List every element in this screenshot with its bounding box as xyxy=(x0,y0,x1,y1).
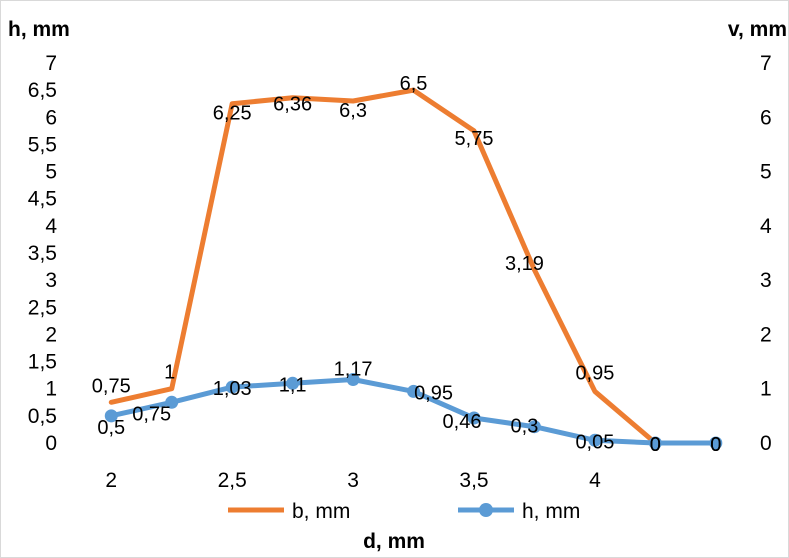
series-h-mm-point xyxy=(165,395,179,409)
right-tick-label: 2 xyxy=(760,323,772,346)
left-tick-label: 2,5 xyxy=(28,296,57,319)
right-tick-label: 6 xyxy=(760,106,772,129)
legend-marker-h-mm xyxy=(479,503,493,517)
series-h-mm xyxy=(104,372,723,450)
data-label-b-mm: 6,3 xyxy=(339,100,367,122)
data-label-h-mm: 0,5 xyxy=(97,417,125,439)
right-axis-ticks: 0 1 2 3 4 5 6 7 xyxy=(760,52,772,455)
left-tick-label: 5 xyxy=(45,161,57,184)
left-tick-label: 0 xyxy=(45,432,57,455)
series-b-mm-line xyxy=(108,87,719,446)
data-label-b-mm: 0 xyxy=(710,434,721,456)
left-tick-label: 4,5 xyxy=(28,188,57,211)
data-label-h-mm: 0 xyxy=(650,434,661,456)
series-h-mm-point xyxy=(709,436,723,450)
left-tick-label: 7 xyxy=(45,52,57,75)
series-h-mm-point xyxy=(588,433,602,447)
series-h-mm-point xyxy=(104,409,118,423)
data-label-h-mm: 0,46 xyxy=(443,411,482,433)
left-tick-label: 4 xyxy=(45,215,57,238)
x-tick-label: 2 xyxy=(105,469,117,492)
left-tick-label: 6,5 xyxy=(28,79,57,102)
left-tick-label: 1 xyxy=(45,378,57,401)
series-h-mm-point xyxy=(527,420,541,434)
left-axis-ticks: 0 0,5 1 1,5 2 2,5 3 3,5 4 4,5 5 5,5 6 6,5 7 xyxy=(28,52,58,455)
x-axis-ticks: 2 2,5 3 3,5 4 xyxy=(105,469,601,492)
data-label-h-mm: 0,05 xyxy=(575,431,614,453)
legend-label-b-mm: b, mm xyxy=(292,500,350,523)
data-labels-b-mm: 0,75 1 6,25 6,36 6,3 6,5 5,75 3,19 0,95 0 0 xyxy=(92,73,722,456)
left-tick-label: 0,5 xyxy=(28,405,57,428)
legend: b, mm h, mm xyxy=(228,500,580,523)
right-tick-label: 3 xyxy=(760,269,772,292)
series-h-mm-point xyxy=(407,384,421,398)
data-label-h-mm: 0 xyxy=(710,434,721,456)
left-tick-label: 2 xyxy=(45,323,57,346)
data-label-h-mm: 0,95 xyxy=(414,382,453,404)
right-tick-label: 1 xyxy=(760,378,772,401)
right-tick-label: 4 xyxy=(760,215,772,238)
series-h-mm-point xyxy=(467,411,481,425)
data-label-b-mm: 6,25 xyxy=(213,103,252,125)
series-h-mm-point xyxy=(225,380,239,394)
data-label-h-mm: 1,1 xyxy=(279,374,307,396)
data-label-h-mm: 1,03 xyxy=(213,378,252,400)
data-label-b-mm: 0,75 xyxy=(92,375,131,397)
right-axis-title: v, mm xyxy=(728,18,787,41)
data-label-b-mm: 0 xyxy=(650,434,661,456)
series-h-mm-point xyxy=(648,436,662,450)
left-tick-label: 5,5 xyxy=(28,133,57,156)
data-label-b-mm: 6,5 xyxy=(400,73,428,95)
x-tick-label: 4 xyxy=(589,469,601,492)
x-tick-label: 3 xyxy=(347,469,359,492)
legend-label-h-mm: h, mm xyxy=(522,500,580,523)
data-label-h-mm: 1,17 xyxy=(334,358,373,380)
left-tick-label: 3 xyxy=(45,269,57,292)
x-axis-title: d, mm xyxy=(363,530,425,553)
x-tick-label: 2,5 xyxy=(218,469,247,492)
series-h-mm-point xyxy=(286,376,300,390)
data-label-h-mm: 0,75 xyxy=(132,403,171,425)
data-label-b-mm: 1 xyxy=(164,362,175,384)
left-tick-label: 6 xyxy=(45,106,57,129)
right-tick-label: 0 xyxy=(760,432,772,455)
data-label-b-mm: 5,75 xyxy=(455,128,494,150)
data-label-b-mm: 6,36 xyxy=(273,94,312,116)
data-label-h-mm: 0,3 xyxy=(511,416,539,438)
left-tick-label: 3,5 xyxy=(28,242,57,265)
data-label-b-mm: 0,95 xyxy=(575,362,614,384)
right-tick-label: 7 xyxy=(760,52,772,75)
data-label-b-mm: 3,19 xyxy=(505,253,544,275)
left-axis-title: h, mm xyxy=(8,18,70,41)
data-labels-h-mm: 0,5 0,75 1,03 1,1 1,17 0,95 0,46 0,3 0,05 0 0 xyxy=(97,358,721,456)
series-h-mm-point xyxy=(346,372,360,386)
left-tick-label: 1,5 xyxy=(28,351,57,374)
series-b-mm xyxy=(108,87,719,446)
x-tick-label: 3,5 xyxy=(459,469,488,492)
right-tick-label: 5 xyxy=(760,161,772,184)
